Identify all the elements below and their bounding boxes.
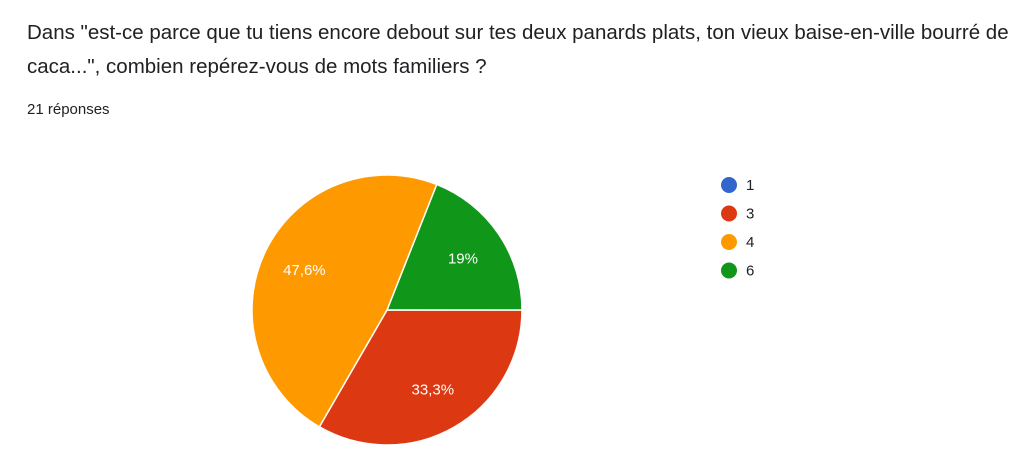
question-title: Dans "est-ce parce que tu tiens encore d… [27, 21, 1009, 78]
response-count: 21 réponses [27, 101, 110, 118]
pie-slice-4[interactable] [251, 174, 438, 428]
pie-slice-6[interactable] [385, 183, 523, 311]
legend-label-1[interactable]: 1 [746, 177, 754, 194]
legend-label-3[interactable]: 3 [746, 206, 754, 223]
legend: 1 3 4 6 [721, 177, 754, 280]
legend-swatch-6 [721, 262, 737, 279]
slice-labels: 19% 33,3% 47,6% [283, 250, 478, 398]
legend-swatch-1 [721, 177, 737, 193]
slice-label-6: 19% [448, 250, 478, 267]
slice-label-4: 47,6% [283, 262, 326, 279]
pie-slices [251, 174, 523, 446]
legend-label-6[interactable]: 6 [746, 263, 754, 280]
legend-label-4[interactable]: 4 [746, 234, 754, 251]
slice-label-3: 33,3% [412, 382, 455, 399]
pie-slice-3[interactable] [318, 309, 523, 446]
legend-swatch-4 [721, 234, 737, 250]
legend-swatch-3 [721, 205, 737, 222]
